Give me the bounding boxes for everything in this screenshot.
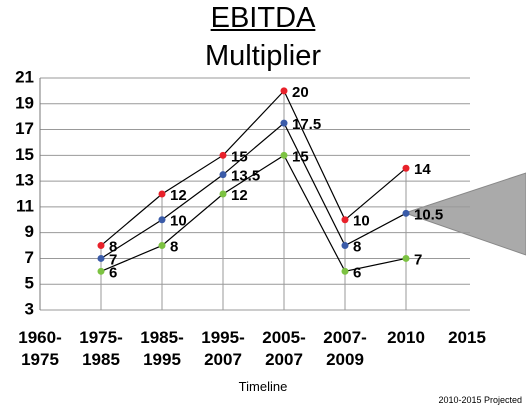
point bbox=[158, 190, 166, 198]
series-line bbox=[100, 154, 407, 273]
data-label: 8 bbox=[353, 239, 361, 256]
chart-title: EBITDA bbox=[210, 2, 316, 34]
y-tick-label: 17 bbox=[15, 119, 34, 138]
x-tick-label: 2007-2009 bbox=[323, 328, 367, 369]
data-label: 10 bbox=[170, 213, 187, 230]
point bbox=[97, 254, 105, 262]
y-tick-label: 9 bbox=[25, 222, 34, 241]
y-tick-label: 15 bbox=[15, 145, 34, 164]
data-label: 10 bbox=[353, 213, 370, 230]
x-axis-label: Timeline bbox=[238, 379, 288, 394]
data-label: 7 bbox=[109, 251, 117, 268]
point bbox=[97, 242, 105, 250]
x-tick-label: 2015 bbox=[448, 328, 486, 347]
data-label: 13.5 bbox=[231, 168, 260, 185]
x-tick-label: 2005-2007 bbox=[262, 328, 306, 369]
y-tick-label: 13 bbox=[15, 171, 34, 190]
point bbox=[219, 171, 227, 179]
annotation: 2010-2015 Projected bbox=[438, 395, 522, 405]
point bbox=[402, 164, 410, 172]
point bbox=[97, 267, 105, 275]
x-tick-label: 2010 bbox=[387, 328, 425, 347]
y-tick-label: 5 bbox=[25, 274, 34, 293]
y-tick-label: 19 bbox=[15, 93, 34, 112]
point bbox=[341, 267, 349, 275]
data-label: 7 bbox=[414, 251, 422, 268]
projection-area bbox=[403, 172, 526, 256]
point bbox=[219, 151, 227, 159]
point bbox=[158, 216, 166, 224]
data-label: 12 bbox=[170, 187, 187, 204]
point bbox=[341, 216, 349, 224]
y-tick-label: 3 bbox=[25, 299, 34, 318]
point bbox=[402, 209, 410, 217]
data-label: 12 bbox=[231, 187, 248, 204]
point bbox=[341, 242, 349, 250]
y-tick-label: 7 bbox=[25, 248, 34, 267]
point bbox=[280, 151, 288, 159]
point bbox=[280, 87, 288, 95]
point bbox=[280, 119, 288, 127]
point bbox=[158, 242, 166, 250]
point bbox=[402, 254, 410, 262]
chart-subtitle: Multiplier bbox=[204, 40, 322, 72]
data-label: 8 bbox=[109, 239, 117, 256]
data-label: 14 bbox=[414, 161, 431, 178]
data-label: 17.5 bbox=[292, 116, 321, 133]
data-label: 8 bbox=[170, 239, 178, 256]
x-tick-label: 1975-1985 bbox=[79, 328, 123, 369]
series-line bbox=[100, 122, 407, 259]
data-label: 6 bbox=[109, 264, 117, 281]
x-tick-label: 1985-1995 bbox=[140, 328, 184, 369]
x-tick-label: 1995-2007 bbox=[201, 328, 245, 369]
data-label: 20 bbox=[292, 84, 309, 101]
data-label: 10.5 bbox=[414, 206, 443, 223]
data-label: 6 bbox=[353, 264, 361, 281]
point bbox=[219, 190, 227, 198]
x-tick-label: 1960-1975 bbox=[18, 328, 62, 369]
data-label: 15 bbox=[292, 148, 309, 165]
y-tick-label: 11 bbox=[16, 196, 34, 215]
y-tick-label: 21 bbox=[15, 67, 34, 86]
series-line bbox=[100, 89, 407, 247]
data-label: 15 bbox=[231, 148, 248, 165]
